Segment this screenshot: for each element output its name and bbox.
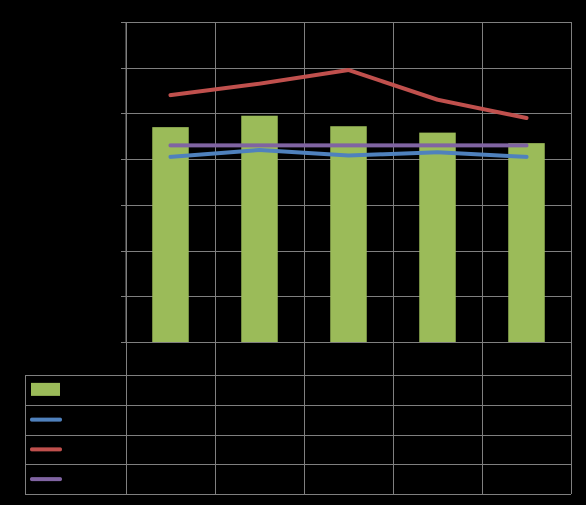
series-line [168,68,529,120]
bar-layer [152,115,545,343]
series-line [168,148,529,159]
bar [241,115,278,342]
bar [152,127,189,343]
bar [508,143,545,342]
line-layer [168,68,529,159]
legend-key-bar [31,382,60,396]
bar [330,126,367,342]
data-table [25,375,571,495]
bar [419,132,456,342]
